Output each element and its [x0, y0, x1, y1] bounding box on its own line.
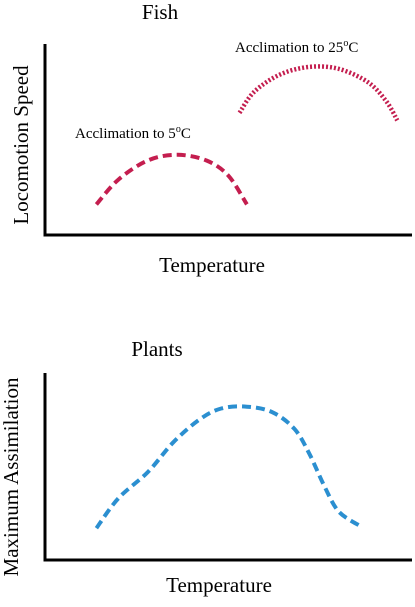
fish-annotation-25c-text: Acclimation to 25: [235, 40, 343, 56]
plants-series-group: [94, 404, 362, 530]
unit-c: C: [348, 40, 358, 56]
fish-annotation-5c-text: Acclimation to 5: [75, 126, 176, 142]
plants-chart: Plants Maximum Assimilation Temperature: [0, 337, 412, 597]
fish-chart-title: Fish: [142, 0, 179, 24]
fish-chart: Fish Locomotion Speed Temperature Acclim…: [9, 0, 412, 277]
fish-annotation-25c: Acclimation to 25oC: [235, 38, 358, 56]
plants-series-line-0: [94, 404, 362, 530]
fish-series-group: [94, 64, 400, 206]
degree-sup: o: [176, 124, 181, 135]
plants-y-axis-label: Maximum Assimilation: [0, 377, 23, 576]
fish-y-axis-label: Locomotion Speed: [9, 65, 33, 225]
unit-c: C: [181, 126, 191, 142]
plants-axes: [43, 373, 412, 562]
plants-x-axis-label: Temperature: [166, 573, 272, 597]
fish-axes: [43, 44, 412, 237]
fish-annotation-5c: Acclimation to 5oC: [75, 124, 191, 142]
fish-series-line-1: [237, 64, 400, 122]
plants-chart-title: Plants: [131, 337, 182, 361]
fish-series-line-0: [94, 152, 249, 206]
degree-sup: o: [343, 38, 348, 49]
fish-x-axis-label: Temperature: [159, 253, 265, 277]
